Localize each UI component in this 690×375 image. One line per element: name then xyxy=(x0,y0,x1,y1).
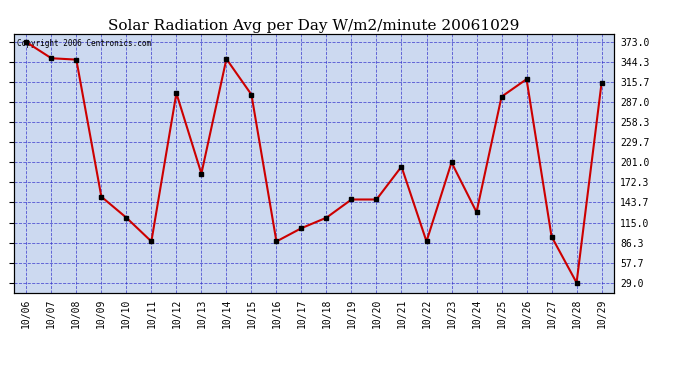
Text: Copyright 2006 Centronics.com: Copyright 2006 Centronics.com xyxy=(17,39,151,48)
Title: Solar Radiation Avg per Day W/m2/minute 20061029: Solar Radiation Avg per Day W/m2/minute … xyxy=(108,19,520,33)
